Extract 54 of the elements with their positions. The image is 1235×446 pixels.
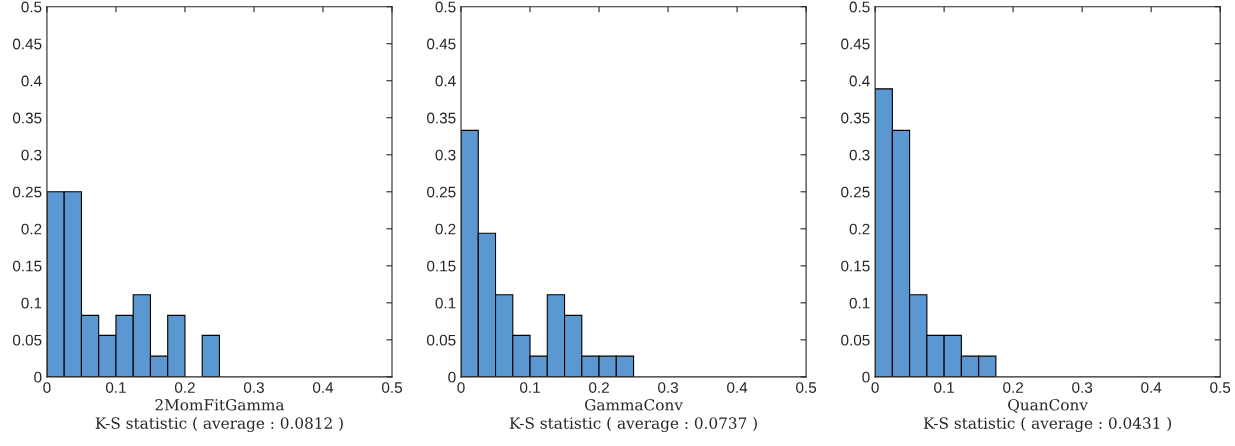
y-tick-label: 0.45 — [427, 38, 456, 50]
x-tick-label: 0.5 — [796, 382, 817, 393]
y-tick-label: 0.3 — [21, 149, 42, 161]
x-tick-label: 0.4 — [727, 382, 748, 393]
x-tick-label: 0.3 — [658, 382, 679, 393]
x-axis-title: QuanConv K-S statistic ( average : 0.0431 ) — [923, 399, 1172, 433]
y-tick-label: 0.1 — [849, 297, 870, 309]
y-tick-label: 0.25 — [427, 186, 456, 198]
y-tick-label: 0.3 — [435, 149, 456, 161]
y-tick-label: 0.2 — [21, 223, 42, 235]
y-tick-label: 0.05 — [12, 334, 42, 346]
y-tick-label: 0.4 — [435, 75, 456, 87]
x-tick-label: 0 — [457, 382, 465, 393]
y-tick-label: 0.35 — [12, 112, 42, 124]
y-tick-label: 0 — [34, 371, 42, 383]
y-tick-label: 0.15 — [12, 260, 42, 272]
y-tick-label: 0.2 — [435, 223, 456, 235]
x-tick-label: 0.4 — [312, 382, 334, 393]
y-tick-label: 0.3 — [849, 149, 870, 161]
y-tick-label: 0 — [862, 371, 870, 383]
x-tick-label: 0 — [871, 382, 879, 393]
x-axis-title: 2MomFitGamma K-S statistic ( average : 0.0812 ) — [95, 399, 343, 433]
y-tick-label: 0.15 — [427, 260, 456, 272]
y-tick-label: 0.4 — [849, 75, 870, 87]
y-tick-label: 0.1 — [21, 297, 42, 309]
x-axis-title: GammaConv K-S statistic ( average : 0.0737 ) — [509, 399, 757, 433]
y-tick-label: 0.45 — [841, 38, 870, 50]
y-tick-label: 0.5 — [21, 1, 42, 13]
y-tick-label: 0.05 — [841, 334, 870, 346]
x-tick-label: 0.3 — [1072, 382, 1093, 393]
y-tick-label: 0.5 — [849, 1, 870, 13]
y-tick-label: 0.2 — [849, 223, 870, 235]
y-tick-label: 0.35 — [427, 112, 456, 124]
x-tick-label: 0.2 — [589, 382, 609, 393]
y-tick-label: 0.25 — [12, 186, 42, 198]
x-tick-label: 0.3 — [243, 382, 264, 393]
x-tick-label: 0.2 — [1003, 382, 1023, 393]
x-tick-label: 0.2 — [174, 382, 195, 393]
x-tick-label: 0.1 — [105, 382, 126, 393]
x-tick-label: 0.5 — [381, 382, 402, 393]
y-tick-label: 0.4 — [21, 75, 42, 87]
y-tick-label: 0.25 — [841, 186, 870, 198]
y-tick-label: 0.35 — [841, 112, 870, 124]
x-tick-label: 0.4 — [1141, 382, 1162, 393]
x-tick-label: 0.1 — [934, 382, 954, 393]
x-tick-label: 0.1 — [520, 382, 540, 393]
x-tick-label: 0 — [43, 382, 51, 393]
y-tick-label: 0.15 — [841, 260, 870, 272]
y-tick-label: 0 — [448, 371, 456, 383]
y-tick-label: 0.45 — [12, 38, 42, 50]
x-tick-label: 0.5 — [1210, 382, 1231, 393]
y-tick-label: 0.05 — [427, 334, 456, 346]
y-tick-label: 0.5 — [435, 1, 456, 13]
y-tick-label: 0.1 — [435, 297, 456, 309]
